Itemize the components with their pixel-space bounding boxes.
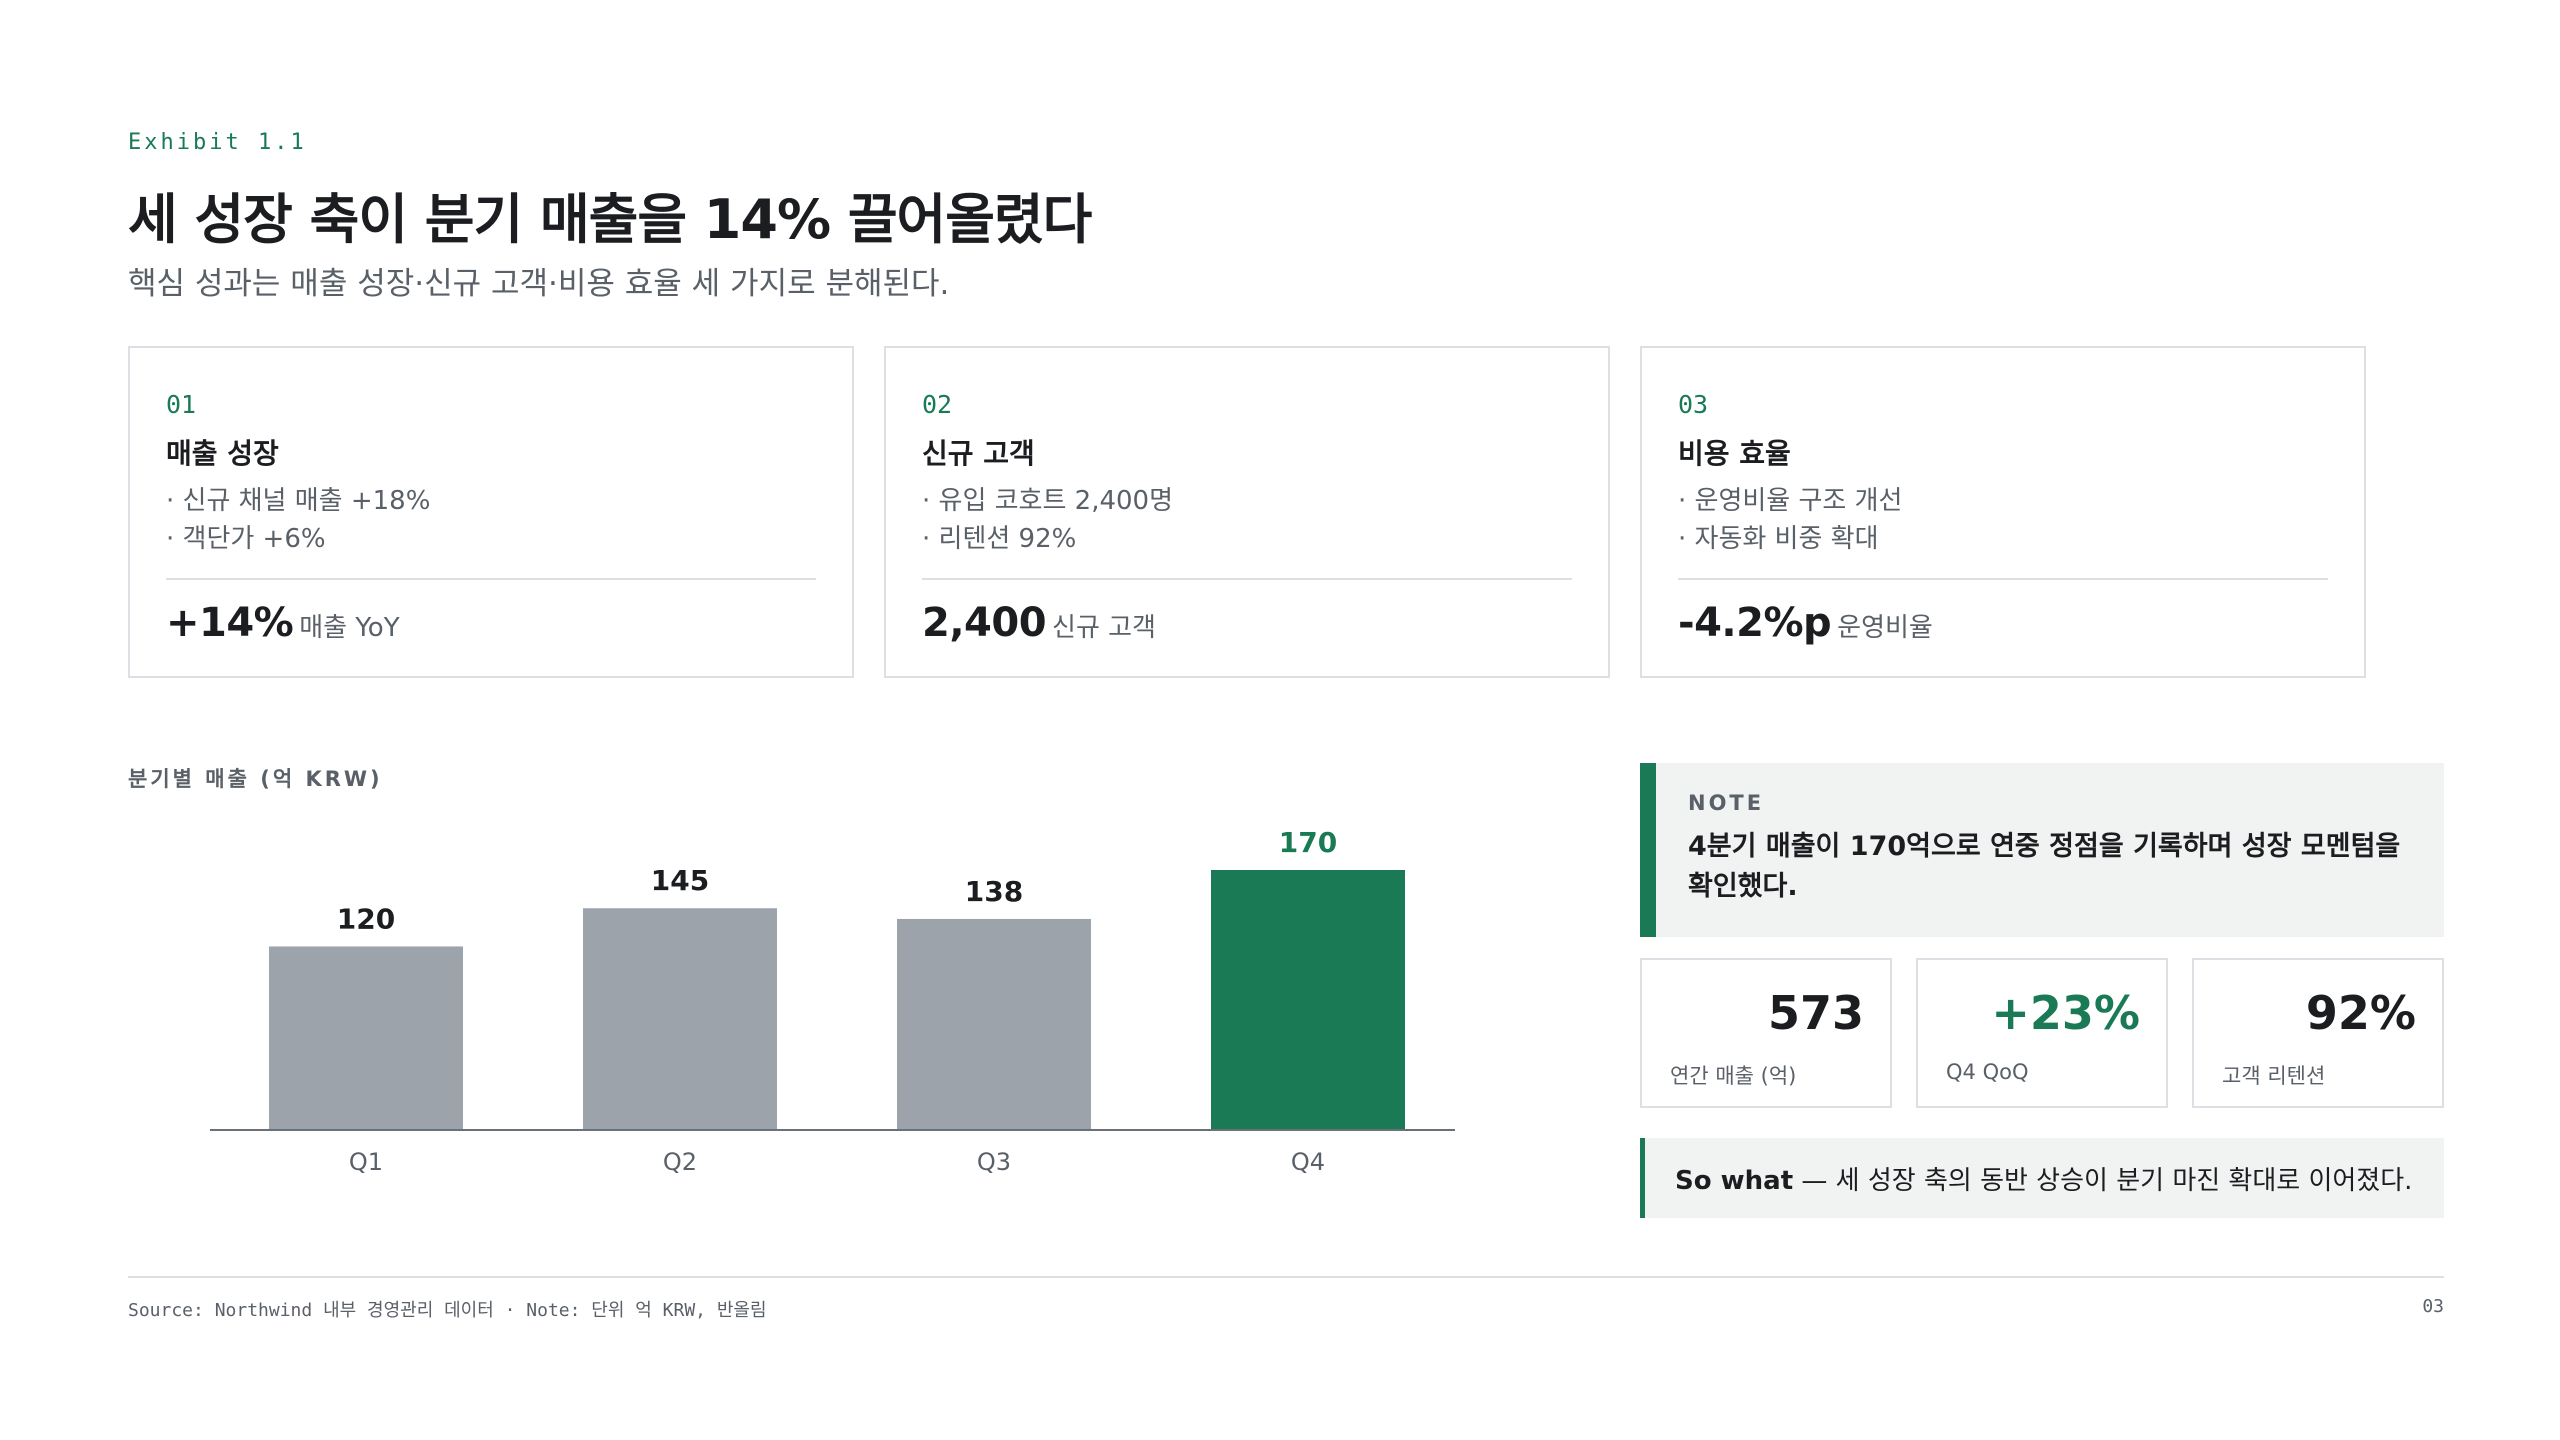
card-kpi-label: 매출 YoY	[299, 613, 400, 643]
stat-value: +23%	[1991, 986, 2140, 1040]
footer-divider	[128, 1276, 2444, 1278]
card-kpi-value: 2,400	[922, 600, 1047, 646]
page-subtitle: 핵심 성과는 매출 성장·신규 고객·비용 효율 세 가지로 분해된다.	[128, 266, 950, 302]
note-box: NOTE 4분기 매출이 170억으로 연중 정점을 기록하며 성장 모멘텀을 …	[1640, 763, 2444, 937]
bar-q4	[1211, 870, 1405, 1130]
card-bullet: · 운영비율 구조 개선	[1678, 486, 1903, 516]
stat-annual-revenue: 573 연간 매출 (억)	[1640, 958, 1892, 1108]
bar-q1	[269, 946, 463, 1130]
chart-title: 분기별 매출 (억 KRW)	[128, 767, 383, 791]
stat-label: Q4 QoQ	[1946, 1060, 2029, 1084]
stat-value: 92%	[2305, 986, 2416, 1040]
card-kpi-label: 운영비율	[1837, 613, 1933, 643]
card-kpi: +14% 매출 YoY	[166, 600, 400, 646]
card-divider	[922, 578, 1572, 580]
card-number: 01	[166, 390, 197, 419]
bar-chart: 120 Q1 145 Q2 138 Q3 170 Q4	[210, 826, 1455, 1176]
so-what-box: So what — 세 성장 축의 동반 상승이 분기 마진 확대로 이어졌다.	[1640, 1138, 2444, 1218]
x-tick-label: Q3	[977, 1148, 1011, 1176]
stat-value: 573	[1767, 986, 1864, 1040]
card-new-customers: 02 신규 고객 · 유입 코호트 2,400명 · 리텐션 92% 2,400…	[884, 346, 1610, 678]
card-kpi-value: -4.2%p	[1678, 600, 1832, 646]
card-title: 매출 성장	[166, 437, 279, 470]
card-divider	[166, 578, 816, 580]
bar-q2	[583, 908, 777, 1130]
data-label-q3: 138	[965, 875, 1023, 908]
so-what-text: So what — 세 성장 축의 동반 상승이 분기 마진 확대로 이어졌다.	[1675, 1160, 2412, 1197]
card-kpi: 2,400 신규 고객	[922, 600, 1156, 646]
card-bullet: · 유입 코호트 2,400명	[922, 486, 1174, 516]
footer-source: Source: Northwind 내부 경영관리 데이터 · Note: 단위…	[128, 1300, 767, 1321]
page-number: 03	[2422, 1296, 2444, 1317]
data-label-q4: 170	[1279, 826, 1337, 859]
card-bullet: · 자동화 비중 확대	[1678, 524, 1879, 554]
card-cost-efficiency: 03 비용 효율 · 운영비율 구조 개선 · 자동화 비중 확대 -4.2%p…	[1640, 346, 2366, 678]
card-bullet: · 리텐션 92%	[922, 524, 1077, 554]
so-what-body: — 세 성장 축의 동반 상승이 분기 마진 확대로 이어졌다.	[1793, 1166, 2413, 1196]
stat-label: 고객 리텐션	[2222, 1064, 2326, 1088]
stat-q4-qoq: +23% Q4 QoQ	[1916, 958, 2168, 1108]
x-tick-label: Q1	[349, 1148, 383, 1176]
bar-q3	[897, 918, 1091, 1130]
stat-retention: 92% 고객 리텐션	[2192, 958, 2444, 1108]
exhibit-label: Exhibit 1.1	[128, 130, 307, 155]
note-text: 4분기 매출이 170억으로 연중 정점을 기록하며 성장 모멘텀을 확인했다.	[1688, 831, 2401, 902]
card-number: 03	[1678, 390, 1709, 419]
page-title: 세 성장 축이 분기 매출을 14% 끌어올렸다	[128, 188, 1092, 251]
x-tick-label: Q4	[1291, 1148, 1325, 1176]
card-bullet: · 신규 채널 매출 +18%	[166, 486, 431, 516]
card-kpi: -4.2%p 운영비율	[1678, 600, 1933, 646]
card-kpi-value: +14%	[166, 600, 294, 646]
x-tick-label: Q2	[663, 1148, 697, 1176]
so-what-lead: So what	[1675, 1166, 1794, 1196]
card-revenue-growth: 01 매출 성장 · 신규 채널 매출 +18% · 객단가 +6% +14% 매…	[128, 346, 854, 678]
card-title: 비용 효율	[1678, 437, 1791, 470]
card-number: 02	[922, 390, 953, 419]
data-label-q1: 120	[337, 902, 395, 935]
card-bullet: · 객단가 +6%	[166, 524, 326, 554]
stat-label: 연간 매출 (억)	[1670, 1064, 1797, 1088]
note-label: NOTE	[1688, 791, 1765, 815]
card-title: 신규 고객	[922, 437, 1035, 470]
card-divider	[1678, 578, 2328, 580]
card-kpi-label: 신규 고객	[1052, 613, 1156, 643]
data-label-q2: 145	[651, 864, 709, 897]
